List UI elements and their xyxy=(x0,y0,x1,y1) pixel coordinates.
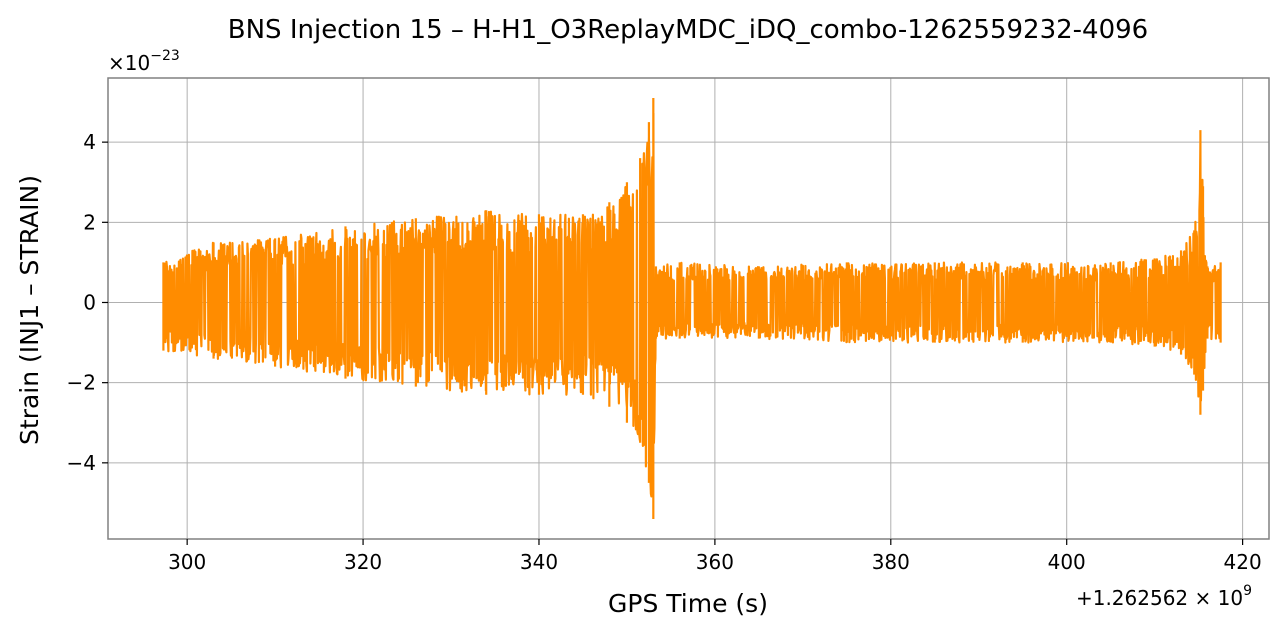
x-offset-base: +1.262562 × 10 xyxy=(1076,586,1243,610)
y-axis-label: Strain (INJ1 – STRAIN) xyxy=(15,175,44,445)
x-tick-label: 420 xyxy=(1224,550,1262,574)
x-tick-label: 340 xyxy=(520,550,558,574)
chart-title: BNS Injection 15 – H-H1_O3ReplayMDC_iDQ_… xyxy=(228,15,1148,45)
y-tick-label: 0 xyxy=(83,290,96,314)
y-tick-label: −2 xyxy=(67,371,96,395)
plot-frame xyxy=(107,77,1270,540)
x-tick-label: 360 xyxy=(696,550,734,574)
strain-series-line xyxy=(162,98,1222,519)
y-tick-label: 2 xyxy=(83,210,96,234)
y-scale-multiplier: ×10−23 xyxy=(108,48,180,75)
x-tick-label: 300 xyxy=(168,550,206,574)
x-axis-label: GPS Time (s) xyxy=(608,589,768,618)
x-tick-label: 320 xyxy=(344,550,382,574)
strain-series-group xyxy=(162,98,1222,519)
y-scale-base: ×10 xyxy=(108,51,150,75)
x-offset-exponent: 9 xyxy=(1243,583,1252,599)
y-scale-exponent: −23 xyxy=(150,48,180,64)
x-axis-ticks: 300 320 340 360 380 400 420 xyxy=(168,539,1262,574)
x-tick-label: 400 xyxy=(1048,550,1086,574)
y-tick-label: 4 xyxy=(83,130,96,154)
x-tick-label: 380 xyxy=(872,550,910,574)
y-tick-label: −4 xyxy=(67,451,96,475)
x-offset-annotation: +1.262562 × 109 xyxy=(1076,583,1252,610)
y-axis-ticks: −4 −2 0 2 4 xyxy=(67,130,108,475)
